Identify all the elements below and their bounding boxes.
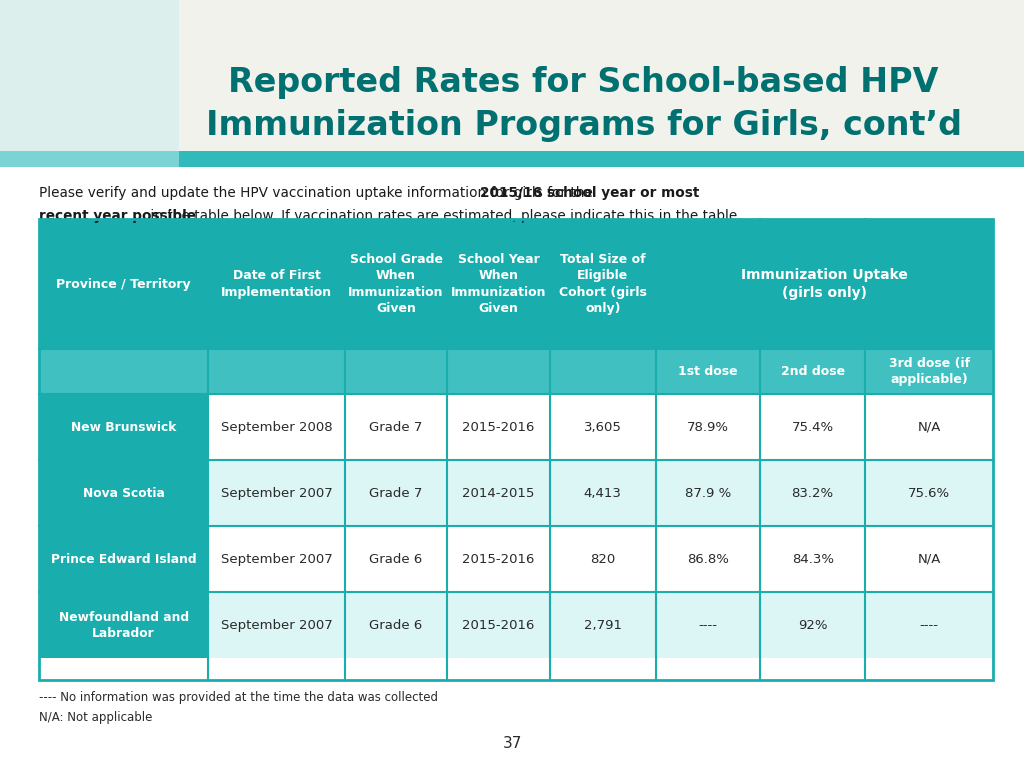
FancyBboxPatch shape (0, 0, 179, 167)
Text: N/A: N/A (918, 553, 941, 565)
FancyBboxPatch shape (0, 0, 1024, 157)
Text: New Brunswick: New Brunswick (71, 421, 176, 433)
Text: 2015/16 school year or most: 2015/16 school year or most (479, 186, 699, 200)
Text: Newfoundland and
Labrador: Newfoundland and Labrador (58, 611, 188, 640)
Text: 820: 820 (590, 553, 615, 565)
Text: Grade 6: Grade 6 (370, 619, 423, 631)
Text: Immunization Uptake
(girls only): Immunization Uptake (girls only) (741, 268, 908, 300)
Text: Grade 7: Grade 7 (370, 487, 423, 499)
Text: Prince Edward Island: Prince Edward Island (51, 553, 197, 565)
Text: 75.4%: 75.4% (792, 421, 834, 433)
Text: 3,605: 3,605 (584, 421, 622, 433)
Text: 37: 37 (503, 736, 521, 751)
Text: 4,413: 4,413 (584, 487, 622, 499)
Text: Total Size of
Eligible
Cohort (girls
only): Total Size of Eligible Cohort (girls onl… (559, 253, 647, 316)
FancyBboxPatch shape (39, 592, 208, 658)
FancyBboxPatch shape (39, 394, 208, 460)
Text: 2nd dose: 2nd dose (780, 366, 845, 378)
Text: School Grade
When
Immunization
Given: School Grade When Immunization Given (348, 253, 443, 316)
Text: 84.3%: 84.3% (792, 553, 834, 565)
Text: 75.6%: 75.6% (908, 487, 950, 499)
Text: 2,791: 2,791 (584, 619, 622, 631)
Text: Province / Territory: Province / Territory (56, 278, 190, 290)
Text: 86.8%: 86.8% (687, 553, 729, 565)
FancyBboxPatch shape (0, 167, 1024, 768)
Text: N/A: Not applicable: N/A: Not applicable (39, 711, 153, 724)
FancyBboxPatch shape (39, 219, 993, 349)
Text: N/A: N/A (918, 421, 941, 433)
Text: Grade 7: Grade 7 (370, 421, 423, 433)
Text: recent year possible: recent year possible (39, 209, 196, 223)
Text: 3rd dose (if
applicable): 3rd dose (if applicable) (889, 357, 970, 386)
Text: September 2007: September 2007 (220, 619, 333, 631)
Text: 78.9%: 78.9% (687, 421, 729, 433)
Text: Date of First
Implementation: Date of First Implementation (221, 270, 332, 299)
Text: September 2008: September 2008 (220, 421, 333, 433)
FancyBboxPatch shape (39, 460, 208, 526)
FancyBboxPatch shape (39, 460, 993, 526)
Text: Immunization Programs for Girls, cont’d: Immunization Programs for Girls, cont’d (206, 110, 962, 142)
Text: ----: ---- (698, 619, 718, 631)
Text: in the table below. If vaccination rates are estimated, please indicate this in : in the table below. If vaccination rates… (146, 209, 742, 223)
Text: 2015-2016: 2015-2016 (463, 619, 535, 631)
Text: Grade 6: Grade 6 (370, 553, 423, 565)
Text: September 2007: September 2007 (220, 487, 333, 499)
Text: 87.9 %: 87.9 % (685, 487, 731, 499)
FancyBboxPatch shape (39, 526, 993, 592)
Text: ----: ---- (920, 619, 939, 631)
Text: Nova Scotia: Nova Scotia (83, 487, 165, 499)
Text: September 2007: September 2007 (220, 553, 333, 565)
FancyBboxPatch shape (0, 151, 1024, 167)
Text: 2015-2016: 2015-2016 (463, 421, 535, 433)
Text: ---- No information was provided at the time the data was collected: ---- No information was provided at the … (39, 691, 438, 704)
Text: 1st dose: 1st dose (678, 366, 738, 378)
FancyBboxPatch shape (39, 526, 208, 592)
Text: School Year
When
Immunization
Given: School Year When Immunization Given (451, 253, 547, 316)
Text: 2014-2015: 2014-2015 (463, 487, 535, 499)
Text: Reported Rates for School-based HPV: Reported Rates for School-based HPV (228, 66, 939, 98)
FancyBboxPatch shape (39, 592, 993, 658)
Text: 92%: 92% (798, 619, 827, 631)
FancyBboxPatch shape (39, 349, 993, 394)
Text: Please verify and update the HPV vaccination uptake information for girls for th: Please verify and update the HPV vaccina… (39, 186, 597, 200)
Text: 83.2%: 83.2% (792, 487, 834, 499)
FancyBboxPatch shape (39, 394, 993, 460)
Text: 2015-2016: 2015-2016 (463, 553, 535, 565)
